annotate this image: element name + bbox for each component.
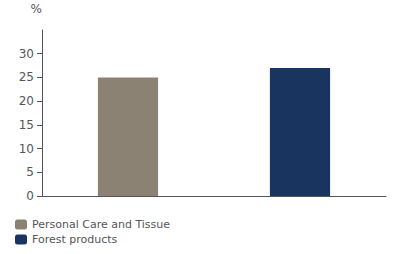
svg-text:Personal Care and Tissue: Personal Care and Tissue bbox=[32, 218, 170, 231]
svg-text:0: 0 bbox=[26, 189, 34, 203]
svg-text:25: 25 bbox=[19, 70, 34, 84]
svg-text:10: 10 bbox=[19, 142, 34, 156]
svg-text:5: 5 bbox=[26, 165, 34, 179]
svg-text:15: 15 bbox=[19, 118, 34, 132]
svg-text:20: 20 bbox=[19, 94, 34, 108]
svg-text:%: % bbox=[31, 2, 42, 16]
svg-text:30: 30 bbox=[19, 47, 34, 61]
svg-text:Forest products: Forest products bbox=[32, 233, 118, 246]
